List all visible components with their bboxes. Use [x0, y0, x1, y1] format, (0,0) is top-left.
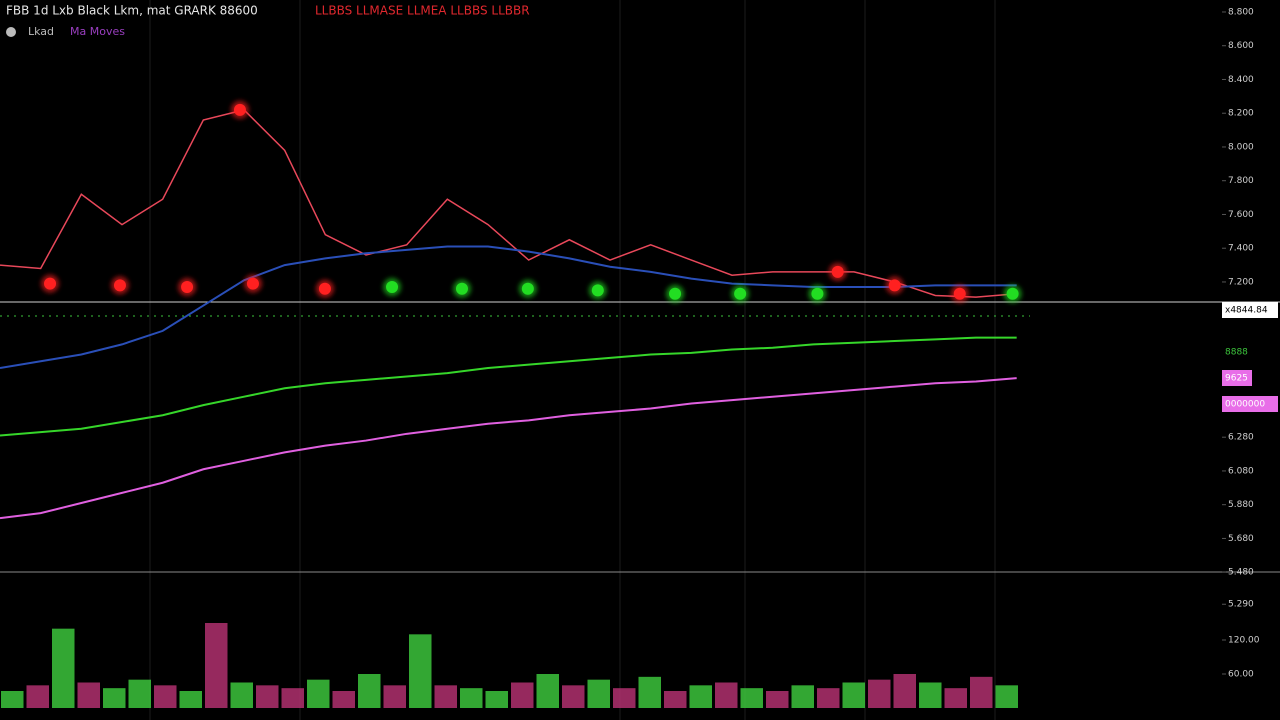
volume-bar [256, 685, 279, 708]
chart-title: FBB 1d Lxb Black Lkm, mat GRARK 88600 [6, 4, 258, 18]
signal-dot [734, 287, 747, 300]
volume-bar [842, 682, 865, 708]
signal-dot [953, 287, 966, 300]
signal-dot [521, 282, 534, 295]
legend-label: Lkad [28, 25, 54, 38]
signal-dot [888, 279, 901, 292]
price-tag-label: x4844.84 [1225, 306, 1268, 316]
volume-bar [511, 682, 534, 708]
y-tick-label: 6.080 [1228, 466, 1254, 476]
volume-bar [868, 679, 891, 708]
volume-bar [919, 682, 942, 708]
volume-bar [358, 674, 381, 708]
volume-bar [664, 691, 687, 708]
eye-icon[interactable] [6, 27, 16, 37]
volume-bar [205, 623, 228, 708]
signal-dot [233, 103, 246, 116]
volume-bar [434, 685, 457, 708]
volume-bar [179, 691, 202, 708]
y-tick-label: 8.800 [1228, 7, 1254, 17]
y-tick-label: 8.200 [1228, 109, 1254, 119]
legend-label: Ma Moves [70, 25, 125, 38]
series-line [0, 377, 1017, 520]
volume-bar [536, 674, 559, 708]
volume-bar [613, 688, 636, 708]
y-tick-label: 6.280 [1228, 433, 1254, 443]
price-tag-label: 9625 [1225, 374, 1248, 384]
signal-dot [386, 281, 399, 294]
y-tick-label: 8.400 [1228, 75, 1254, 85]
price-tag [1222, 302, 1278, 318]
y-tick-label: 120.00 [1228, 636, 1260, 646]
signal-dot [831, 265, 844, 278]
y-tick-label: 8.000 [1228, 142, 1254, 152]
volume-bar [485, 691, 508, 708]
signal-dot [455, 282, 468, 295]
y-tick-label: 7.200 [1228, 277, 1254, 287]
y-tick-label: 5.290 [1228, 600, 1254, 610]
volume-bar [154, 685, 177, 708]
y-tick-label: 7.400 [1228, 244, 1254, 254]
volume-bar [638, 676, 661, 708]
signal-dot [1006, 287, 1019, 300]
y-tick-label: 5.880 [1228, 500, 1254, 510]
price-tag [1222, 370, 1252, 386]
series-line [0, 336, 1017, 437]
volume-bar [893, 674, 916, 708]
price-tag-label: 8888 [1225, 348, 1248, 358]
volume-bar [587, 679, 610, 708]
y-tick-label: 8.600 [1228, 41, 1254, 51]
price-tag [1222, 396, 1278, 412]
volume-bar [689, 685, 712, 708]
volume-bar [766, 691, 789, 708]
volume-bar [1, 691, 24, 708]
signal-dot [113, 279, 126, 292]
signal-dot [44, 277, 57, 290]
signal-dot [811, 287, 824, 300]
volume-bar [103, 688, 126, 708]
price-tag-label: 0000000 [1225, 400, 1265, 410]
volume-bar [307, 679, 330, 708]
signal-dot [181, 281, 194, 294]
series-line [0, 109, 1017, 298]
volume-bar [995, 685, 1018, 708]
volume-bar [944, 688, 967, 708]
volume-bar [562, 685, 585, 708]
volume-bar [77, 682, 100, 708]
y-tick-label: 7.600 [1228, 210, 1254, 220]
volume-bar [715, 682, 738, 708]
volume-bar [281, 688, 304, 708]
signal-dot [246, 277, 259, 290]
signal-dot [669, 287, 682, 300]
volume-bar [52, 628, 75, 708]
volume-bar [740, 688, 763, 708]
y-tick-label: 5.480 [1228, 568, 1254, 578]
series-line [0, 245, 1017, 370]
volume-bar [817, 688, 840, 708]
volume-bar [128, 679, 151, 708]
y-tick-label: 5.680 [1228, 534, 1254, 544]
volume-bar [409, 634, 432, 708]
volume-bar [26, 685, 49, 708]
y-tick-label: 60.00 [1228, 670, 1254, 680]
volume-bar [230, 682, 253, 708]
chart-subtitle: LLBBS LLMASE LLMEA LLBBS LLBBR [315, 4, 530, 18]
volume-bar [383, 685, 406, 708]
volume-bar [332, 691, 355, 708]
y-tick-label: 7.800 [1228, 176, 1254, 186]
volume-bar [791, 685, 814, 708]
signal-dot [318, 282, 331, 295]
signal-dot [591, 284, 604, 297]
volume-bar [460, 688, 483, 708]
volume-bar [970, 676, 993, 708]
grid [149, 0, 996, 720]
